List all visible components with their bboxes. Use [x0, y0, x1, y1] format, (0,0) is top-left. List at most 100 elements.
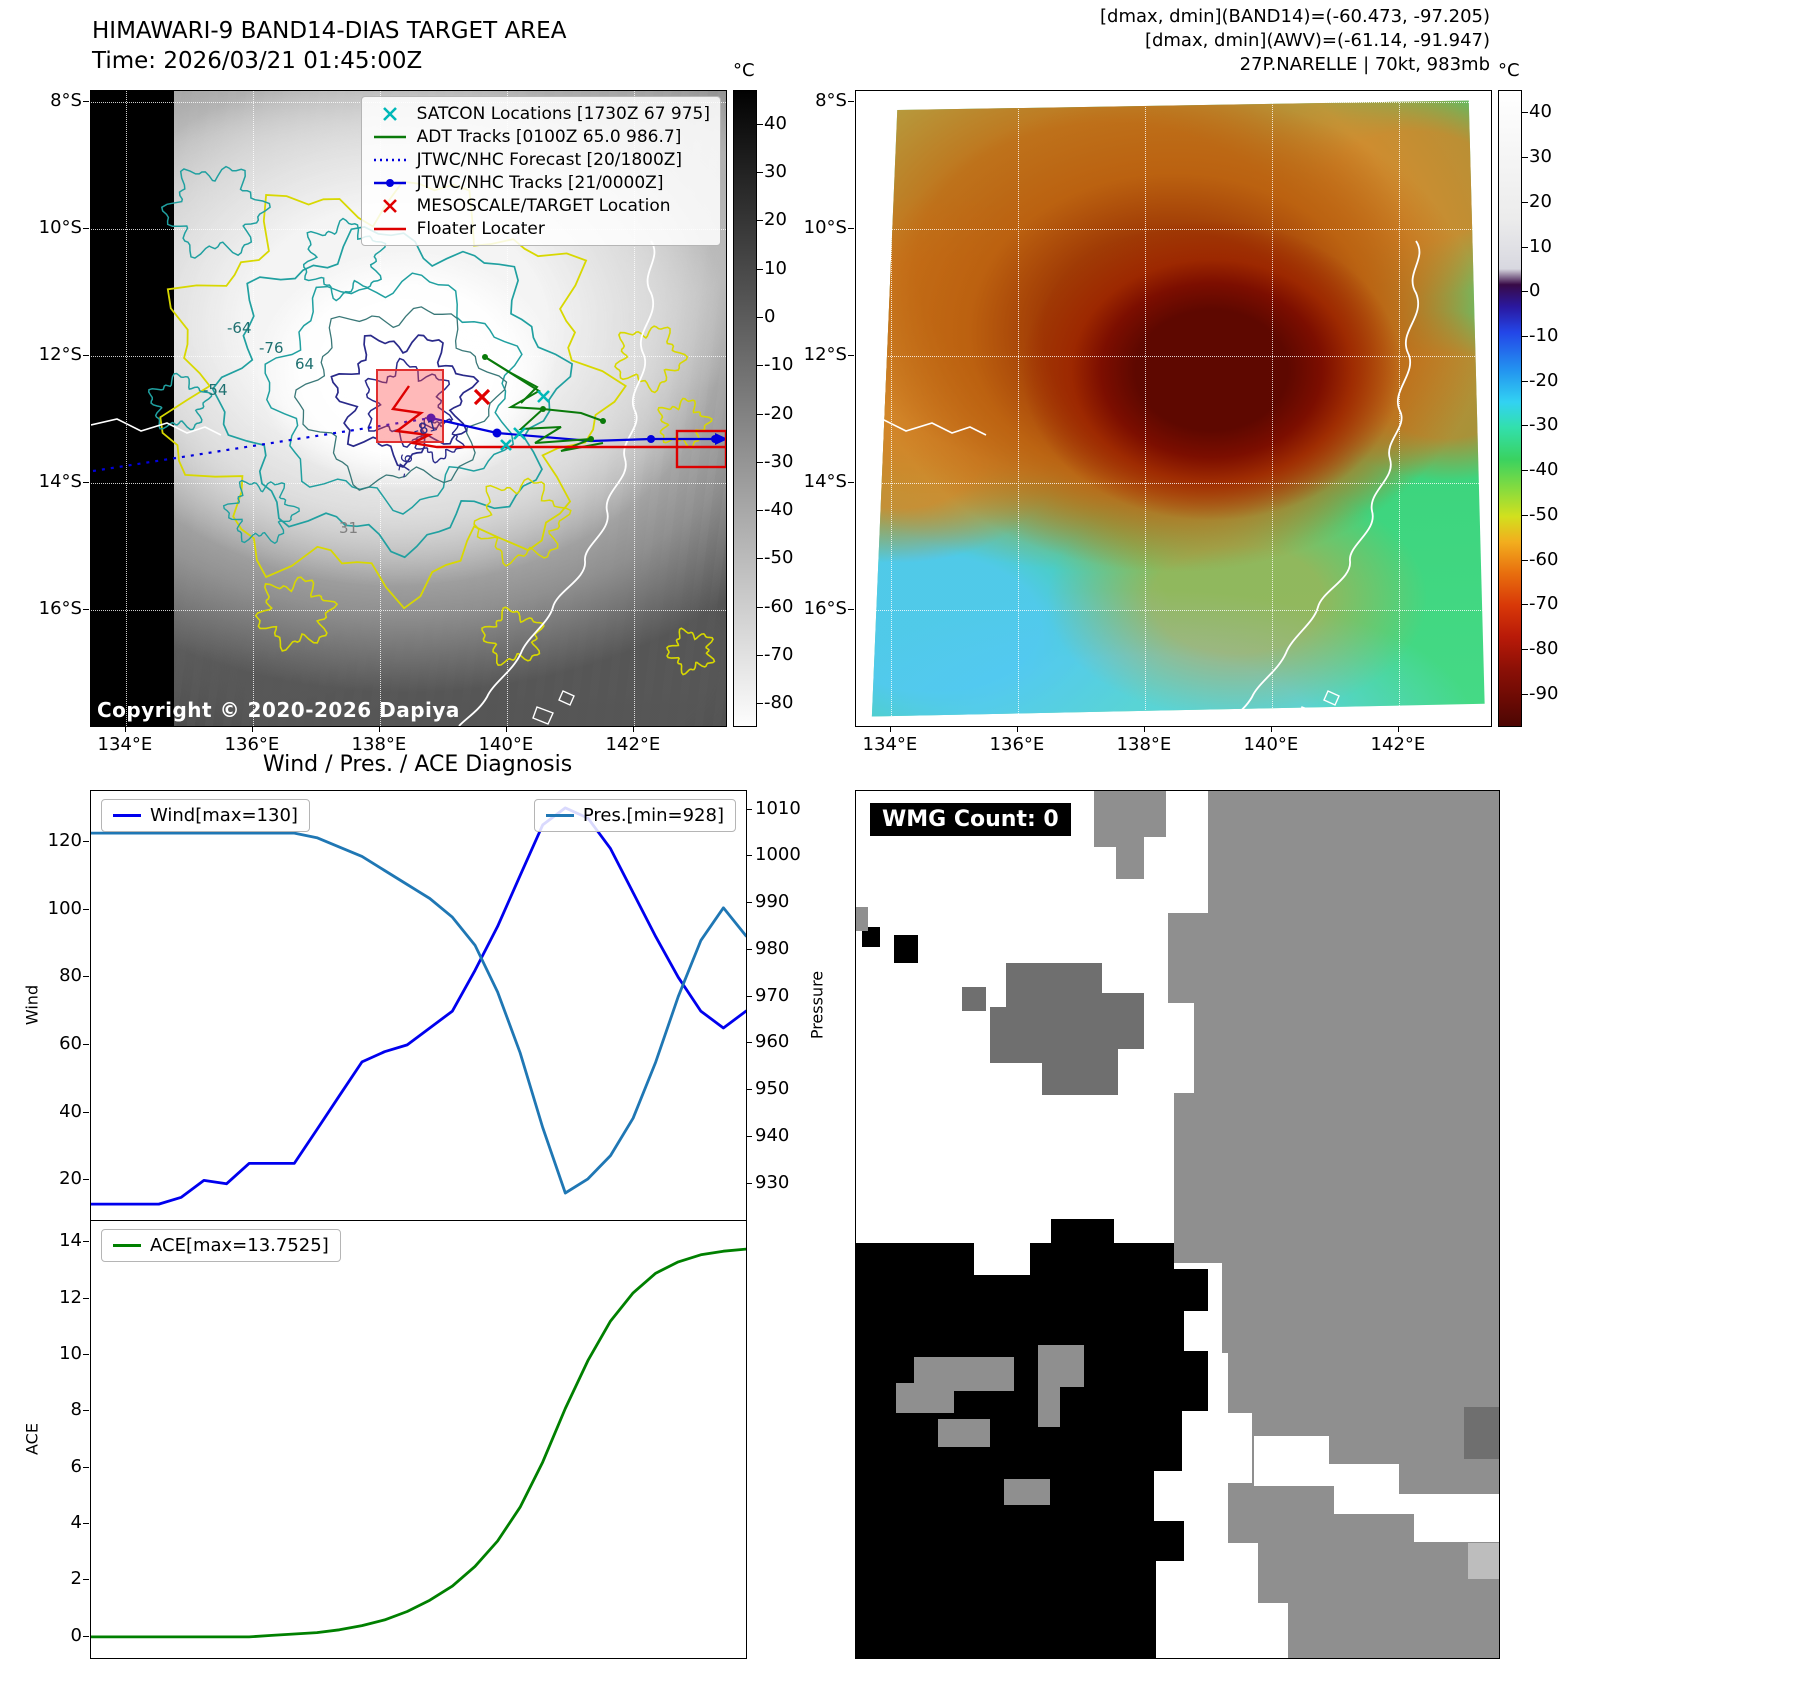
satcon-markers [500, 390, 550, 451]
awv-xtick-label: 142°E [1370, 734, 1426, 755]
legend-item: JTWC/NHC Forecast [20/1800Z] [372, 149, 710, 170]
awv-ytick-label: 12°S [803, 344, 847, 366]
wmg-count-label: WMG Count: 0 [870, 803, 1071, 836]
wind-pressure-chart-ytick-label: 100 [47, 897, 82, 919]
tick-mark [83, 908, 89, 910]
contour-line [222, 479, 300, 545]
legend-series-label: Wind[max=130] [150, 805, 298, 826]
band14-xtick-label: 138°E [351, 734, 407, 755]
tick-mark [848, 355, 854, 357]
wmg-gray-patch [896, 1357, 1014, 1413]
tick-mark [746, 902, 752, 904]
band14-xtick-label: 140°E [478, 734, 534, 755]
tick-mark [1522, 246, 1528, 248]
tick-mark [83, 1466, 89, 1468]
legend-series-label: ACE[max=13.7525] [150, 1235, 329, 1256]
tick-mark [83, 1353, 89, 1355]
tick-mark [757, 413, 763, 415]
wind-pressure-chart-right-ytick-label: 950 [755, 1078, 790, 1100]
contour-label: -76 [259, 339, 284, 357]
tick-mark [757, 316, 763, 318]
tick-mark [83, 1297, 89, 1299]
dmax-dmin-awv-text: [dmax, dmin](AWV)=(-61.14, -91.947) [1144, 30, 1490, 51]
ace-chart-ytick-label: 4 [70, 1512, 82, 1534]
tick-mark [632, 726, 634, 732]
wind-pressure-chart-legend: Wind[max=130] [101, 799, 310, 832]
awv-cbar-tick-label: -80 [1529, 637, 1559, 659]
tick-mark [1522, 335, 1528, 337]
tick-mark [757, 220, 763, 222]
awv-cbar-tick-label: 30 [1529, 146, 1552, 168]
ace-chart-ytick-label: 2 [70, 1568, 82, 1590]
contour-line [264, 272, 523, 515]
legend-item: ADT Tracks [0100Z 65.0 986.7] [372, 126, 710, 147]
contour-label: -54 [203, 381, 228, 399]
awv-cbar-tick-label: -20 [1529, 369, 1559, 391]
wmg-black-pixel [894, 935, 918, 963]
wind-pressure-chart-ytick-label: 20 [59, 1168, 82, 1190]
tick-mark [757, 510, 763, 512]
grid-line [91, 483, 726, 485]
grid-line [1017, 91, 1019, 726]
tick-mark [83, 1635, 89, 1637]
legend-line-swatch [113, 1244, 141, 1247]
awv-map-panel [855, 90, 1492, 727]
band14-xtick-label: 142°E [605, 734, 661, 755]
band14-ytick-label: 8°S [50, 90, 82, 112]
legend-item: Floater Locater [372, 218, 710, 239]
wind-pressure-chart-ytick-label: 80 [59, 965, 82, 987]
tick-mark [746, 808, 752, 810]
legend-item-label: MESOSCALE/TARGET Location [416, 195, 671, 216]
awv-cbar-tick-label: -70 [1529, 593, 1559, 615]
band14-cbar-tick-label: -30 [764, 450, 794, 472]
mesoscale-target-box [376, 369, 444, 443]
grid-line [91, 356, 726, 358]
tick-mark [757, 558, 763, 560]
jtwc-forecast-line [92, 416, 432, 473]
tick-mark [746, 995, 752, 997]
tick-mark [83, 976, 89, 978]
wind-pressure-chart: Wind[max=130] Pres.[min=928] [89, 790, 748, 1222]
tick-mark [1522, 604, 1528, 606]
contour-label: 64 [295, 355, 315, 373]
awv-ytick-label: 16°S [803, 598, 847, 620]
awv-ytick-label: 14°S [803, 471, 847, 493]
band14-cbar-tick-label: 0 [764, 305, 776, 327]
band14-xtick-label: 136°E [224, 734, 280, 755]
legend-item-label: SATCON Locations [1730Z 67 975] [416, 103, 710, 124]
wind-pressure-chart-plot [89, 806, 748, 1206]
band14-ytick-label: 10°S [38, 217, 82, 239]
wind-pressure-chart-ytick-label: 60 [59, 1032, 82, 1054]
band14-cbar-tick-label: 10 [764, 257, 787, 279]
contour-line [481, 606, 545, 667]
wind-pressure-chart-right-ytick-label: 1010 [755, 797, 801, 819]
ace-chart-ytick-label: 10 [59, 1342, 82, 1364]
band14-cbar-tick-label: -70 [764, 643, 794, 665]
contour-label: -81 [411, 416, 440, 440]
wmg-black-region [856, 1219, 1208, 1658]
legend-series-label: Pres.[min=928] [582, 805, 724, 826]
jtwc-track-arrow [715, 433, 726, 445]
tick-mark [1522, 693, 1528, 695]
tick-mark [83, 1043, 89, 1045]
wmg-black-pixel [862, 927, 880, 947]
band14-cbar-tick-label: -80 [764, 692, 794, 714]
wind-pressure-chart-right-ytick-label: 980 [755, 937, 790, 959]
grid-line [252, 91, 254, 726]
grid-line [856, 483, 1491, 485]
awv-cbar-tick-label: 20 [1529, 190, 1552, 212]
tick-mark [83, 228, 89, 230]
wmg-gray-top-tongue [1094, 791, 1166, 879]
tick-mark [1397, 726, 1399, 732]
tick-mark [889, 726, 891, 732]
wmg-white-notch [974, 1243, 1030, 1275]
band14-legend: SATCON Locations [1730Z 67 975] ADT Track… [360, 96, 721, 246]
line-dot-marker-icon [373, 178, 406, 187]
dmax-dmin-band14-text: [dmax, dmin](BAND14)=(-60.473, -97.205) [1100, 6, 1490, 27]
floater-locater-line [390, 385, 726, 449]
coastline [856, 240, 1421, 726]
tick-mark [505, 726, 507, 732]
band14-colorbar [733, 90, 757, 727]
tick-mark [746, 948, 752, 950]
